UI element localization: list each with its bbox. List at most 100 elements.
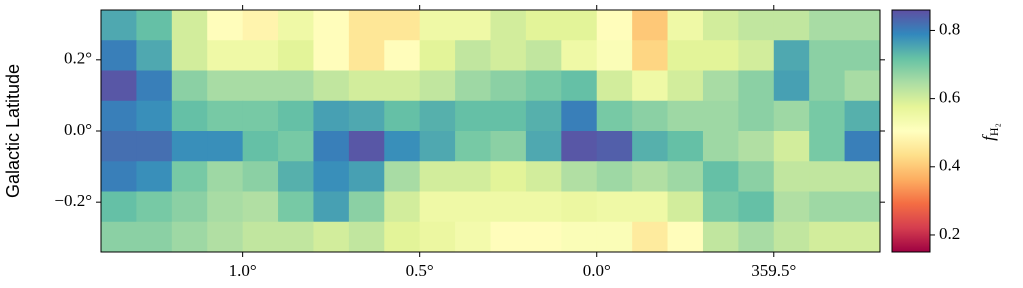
heatmap-cell <box>596 100 633 132</box>
heatmap-cell <box>455 221 491 253</box>
heatmap-cell <box>101 191 137 223</box>
heatmap-cell <box>702 161 739 192</box>
heatmap-cell <box>632 100 669 132</box>
heatmap-cell <box>136 40 173 71</box>
heatmap-cell <box>101 221 137 253</box>
heatmap-cell <box>809 40 846 71</box>
heatmap-cell <box>348 70 385 102</box>
heatmap-cell <box>632 191 669 223</box>
colorbar-label-main: f <box>979 134 998 141</box>
heatmap-cell <box>455 131 491 162</box>
heatmap-cell <box>561 221 598 253</box>
heatmap-cell <box>632 221 669 253</box>
x-tick-label: 0.0° <box>583 261 611 280</box>
heatmap-cell <box>702 131 739 162</box>
colorbar-tick-label: 0.4 <box>939 156 961 175</box>
y-axis-label: Galactic Latitude <box>3 64 23 198</box>
heatmap-cell <box>278 161 314 192</box>
heatmap-cell <box>207 10 244 41</box>
heatmap-cell <box>773 131 810 162</box>
heatmap-cell <box>844 40 881 71</box>
heatmap-cell <box>419 221 456 253</box>
heatmap-cell <box>490 221 527 253</box>
heatmap-cell <box>348 40 385 71</box>
heatmap-cell <box>136 131 173 162</box>
heatmap-cell <box>136 10 173 41</box>
heatmap-cell <box>455 100 491 132</box>
colorbar-tick-label: 0.8 <box>939 19 960 38</box>
heatmap-cell <box>313 131 350 162</box>
heatmap-cell <box>844 221 881 253</box>
heatmap-cell <box>101 10 137 41</box>
heatmap-cell <box>632 40 669 71</box>
heatmap-cell <box>702 40 739 71</box>
heatmap-cell <box>561 191 598 223</box>
heatmap-cell <box>384 221 421 253</box>
heatmap-cell <box>702 100 739 132</box>
heatmap-cell <box>773 100 810 132</box>
heatmap-cell <box>738 10 775 41</box>
heatmap-cell <box>278 70 314 102</box>
colorbar-label: fH₂ <box>979 123 1001 141</box>
heatmap-cell <box>773 191 810 223</box>
heatmap-cell <box>313 10 350 41</box>
colorbar <box>891 9 931 253</box>
heatmap-cell <box>596 70 633 102</box>
heatmap-cell <box>702 221 739 253</box>
heatmap-cell <box>171 131 208 162</box>
heatmap-cell <box>278 131 314 162</box>
heatmap-cell <box>278 40 314 71</box>
heatmap-cell <box>596 10 633 41</box>
heatmap-cell <box>773 221 810 253</box>
heatmap-cell <box>171 191 208 223</box>
heatmap-cell <box>207 221 244 253</box>
heatmap-cell <box>809 131 846 162</box>
heatmap-cell <box>809 70 846 102</box>
heatmap-cell <box>242 40 279 71</box>
colorbar-tick-label: 0.2 <box>939 224 960 243</box>
heatmap-cell <box>667 131 704 162</box>
heatmap-cell <box>171 40 208 71</box>
heatmap-cell <box>702 70 739 102</box>
heatmap-cell <box>490 191 527 223</box>
heatmap-cell <box>419 100 456 132</box>
x-tick-label: 1.0° <box>229 261 257 280</box>
heatmap-cell <box>207 70 244 102</box>
heatmap-cell <box>455 70 491 102</box>
heatmap-cell <box>667 161 704 192</box>
heatmap-cell <box>101 131 137 162</box>
heatmap-cell <box>702 191 739 223</box>
heatmap-cell <box>596 191 633 223</box>
heatmap-cell <box>525 131 562 162</box>
heatmap-cell <box>207 161 244 192</box>
heatmap-cell <box>242 191 279 223</box>
heatmap-cell <box>773 40 810 71</box>
heatmap-cell <box>278 221 314 253</box>
heatmap-cell <box>171 10 208 41</box>
heatmap-cell <box>632 70 669 102</box>
heatmap-cell <box>455 10 491 41</box>
heatmap-cell <box>844 10 881 41</box>
heatmap-cell <box>738 100 775 132</box>
heatmap-cell <box>596 40 633 71</box>
heatmap-cell <box>207 100 244 132</box>
heatmap-cell <box>313 70 350 102</box>
heatmap-cell <box>738 70 775 102</box>
heatmap-cell <box>136 70 173 102</box>
heatmap-cell <box>101 161 137 192</box>
heatmap-cell <box>136 221 173 253</box>
colorbar-label-sub: H₂ <box>987 123 1001 136</box>
heatmap-cell <box>738 131 775 162</box>
heatmap-cell <box>561 70 598 102</box>
heatmap-cell <box>455 40 491 71</box>
heatmap-cell <box>348 100 385 132</box>
heatmap-cell <box>384 70 421 102</box>
heatmap-cell <box>525 191 562 223</box>
heatmap-cell <box>632 131 669 162</box>
heatmap-cell <box>313 161 350 192</box>
x-tick-label: 359.5° <box>751 261 796 280</box>
heatmap-cell <box>809 100 846 132</box>
heatmap-cell <box>738 191 775 223</box>
heatmap-cell <box>490 40 527 71</box>
